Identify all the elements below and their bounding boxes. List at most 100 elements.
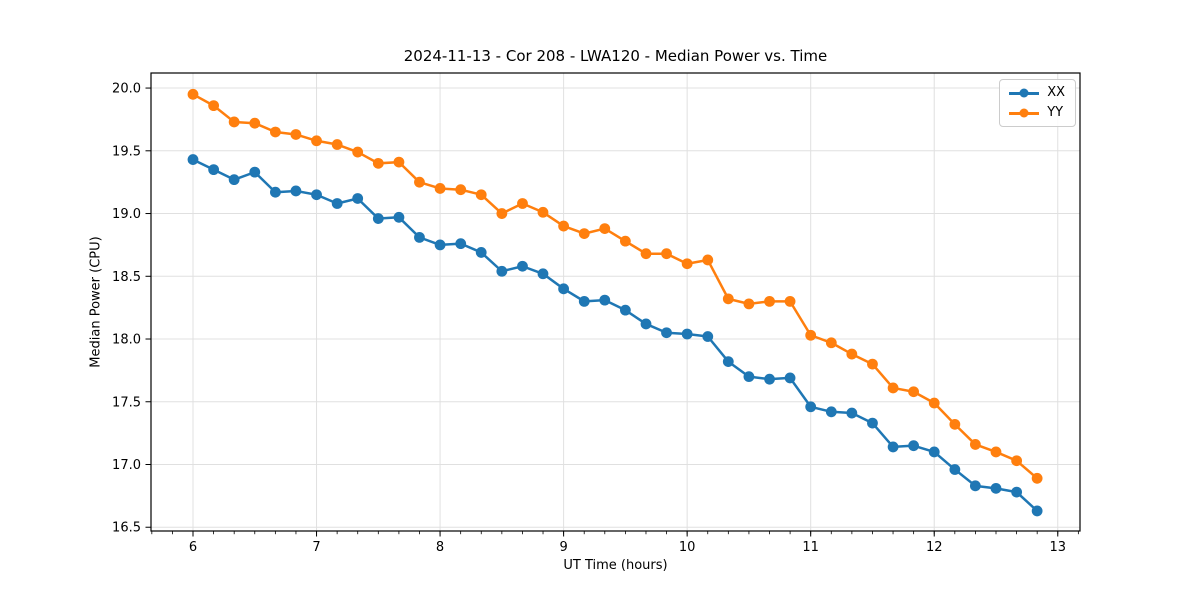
data-point-yy — [434, 183, 446, 194]
data-point-xx — [208, 164, 220, 176]
y-tick-label: 19.5 — [112, 144, 141, 159]
data-point-yy — [208, 100, 220, 112]
legend-item-yy: YY — [1009, 106, 1065, 120]
data-point-yy — [475, 189, 487, 201]
data-point-xx — [249, 166, 261, 178]
data-point-xx — [414, 231, 425, 243]
data-point-yy — [949, 418, 961, 430]
x-tick-label: 11 — [802, 540, 819, 555]
data-point-xx — [455, 238, 467, 250]
data-point-yy — [867, 358, 878, 370]
data-point-xx — [1031, 505, 1043, 517]
y-tick-label: 18.5 — [112, 270, 141, 285]
data-point-yy — [619, 235, 631, 247]
data-point-yy — [846, 348, 858, 360]
series-line-yy — [191, 93, 1039, 480]
data-point-xx — [887, 441, 899, 453]
axes-spines — [150, 72, 1081, 532]
x-axis-label: UT Time (hours) — [563, 558, 668, 573]
y-tick-label: 17.0 — [112, 458, 141, 473]
data-point-yy — [887, 382, 899, 394]
data-point-xx — [290, 185, 302, 197]
legend-item-xx: XX — [1009, 86, 1065, 100]
data-point-xx — [990, 482, 1002, 494]
data-point-xx — [908, 440, 919, 452]
data-point-yy — [331, 139, 343, 150]
data-point-xx — [702, 331, 714, 342]
x-tick-label: 13 — [1049, 540, 1066, 555]
data-point-xx — [825, 406, 837, 418]
data-point-yy — [928, 397, 940, 409]
legend: XX YY — [999, 79, 1076, 127]
data-point-xx — [681, 328, 693, 340]
x-tick-label: 10 — [679, 540, 696, 555]
data-point-yy — [1031, 472, 1043, 484]
data-point-yy — [599, 223, 611, 234]
data-point-xx — [517, 260, 528, 272]
data-point-yy — [969, 439, 981, 450]
data-point-yy — [990, 446, 1002, 458]
data-point-xx — [372, 213, 384, 224]
data-point-xx — [599, 294, 611, 306]
data-point-xx — [949, 464, 961, 475]
data-point-yy — [661, 248, 672, 260]
data-point-xx — [1011, 486, 1023, 498]
data-point-yy — [578, 228, 590, 240]
data-point-xx — [867, 417, 878, 429]
x-tick-label: 12 — [926, 540, 943, 555]
x-tick-label: 9 — [559, 540, 567, 555]
data-point-yy — [825, 337, 837, 349]
data-point-yy — [908, 386, 919, 398]
data-point-xx — [393, 211, 405, 223]
data-point-yy — [702, 254, 714, 266]
data-point-yy — [187, 88, 199, 100]
legend-marker-icon — [1019, 108, 1029, 118]
data-point-yy — [393, 156, 405, 168]
data-point-yy — [743, 298, 755, 310]
data-point-yy — [270, 126, 281, 138]
chart-title: 2024-11-13 - Cor 208 - LWA120 - Median P… — [403, 47, 828, 65]
data-point-yy — [640, 248, 652, 260]
data-point-yy — [805, 329, 817, 341]
legend-swatch-xx — [1009, 87, 1040, 99]
data-point-yy — [249, 117, 261, 129]
data-point-xx — [784, 372, 796, 384]
data-point-yy — [764, 295, 775, 307]
data-point-xx — [928, 446, 940, 458]
data-point-xx — [619, 304, 631, 316]
data-point-yy — [537, 206, 549, 218]
data-point-xx — [846, 407, 858, 419]
y-tick-label: 18.0 — [112, 333, 141, 348]
y-tick-label: 16.5 — [112, 521, 141, 536]
data-point-xx — [969, 480, 981, 492]
data-point-xx — [558, 283, 570, 295]
legend-marker-icon — [1019, 88, 1029, 98]
data-point-yy — [455, 184, 467, 196]
data-point-yy — [228, 116, 240, 128]
data-point-xx — [578, 295, 590, 307]
x-tick-label: 6 — [189, 540, 197, 555]
data-point-xx — [743, 371, 755, 383]
data-point-xx — [537, 268, 549, 280]
data-point-xx — [434, 239, 446, 251]
data-point-yy — [558, 220, 570, 232]
data-point-xx — [496, 265, 508, 277]
data-point-xx — [270, 186, 281, 198]
data-point-yy — [784, 295, 796, 307]
data-point-xx — [331, 198, 343, 209]
legend-label-xx: XX — [1047, 85, 1065, 100]
y-tick-label: 20.0 — [112, 82, 141, 97]
data-point-yy — [311, 135, 322, 147]
data-point-yy — [414, 176, 425, 188]
y-axis-label: Median Power (CPU) — [88, 236, 104, 368]
data-point-xx — [311, 189, 322, 201]
series-line-xx — [191, 158, 1039, 513]
data-point-xx — [661, 327, 672, 339]
data-point-yy — [1011, 455, 1023, 467]
data-point-yy — [517, 198, 528, 209]
data-point-xx — [187, 154, 199, 165]
y-tick-label: 17.5 — [112, 395, 141, 410]
x-tick-label: 8 — [436, 540, 444, 555]
data-point-xx — [640, 318, 652, 330]
